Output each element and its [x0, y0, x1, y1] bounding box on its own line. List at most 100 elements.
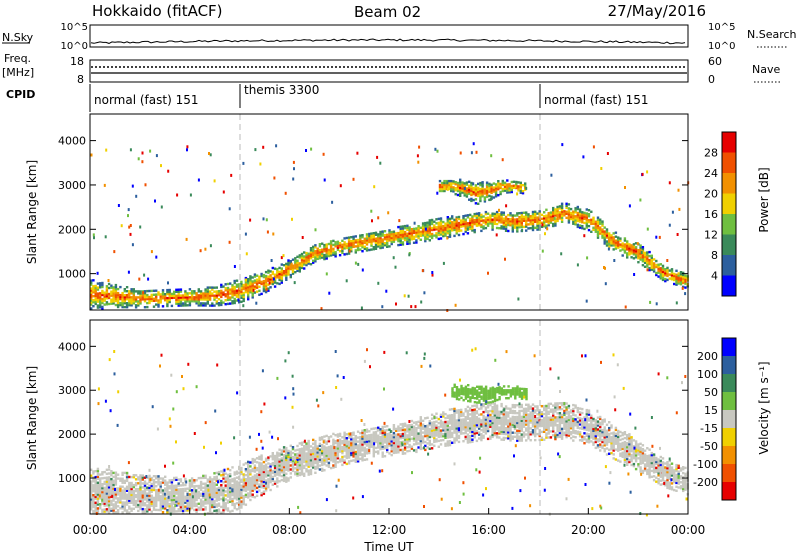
heatmap-cell [215, 286, 218, 289]
heatmap-cell [170, 500, 174, 504]
heatmap-cell [469, 436, 472, 440]
heatmap-cell [469, 407, 472, 410]
heatmap-cell [484, 416, 488, 419]
heatmap-cell [92, 509, 95, 513]
heatmap-cell [338, 432, 342, 436]
heatmap-cell [280, 451, 283, 454]
heatmap-cell [222, 495, 225, 498]
heatmap-cell [354, 436, 357, 440]
heatmap-cell [529, 227, 532, 230]
heatmap-cell [204, 292, 207, 295]
heatmap-cell [186, 503, 189, 506]
heatmap-cell [601, 224, 604, 227]
heatmap-cell [298, 262, 301, 265]
heatmap-cell [157, 491, 160, 494]
heatmap-cell [129, 232, 132, 236]
heatmap-cell [435, 428, 438, 431]
heatmap-cell [343, 443, 346, 446]
heatmap-cell [242, 161, 245, 165]
heatmap-cell [224, 472, 227, 475]
heatmap-cell [336, 449, 340, 452]
heatmap-cell [415, 440, 418, 444]
heatmap-cell [455, 429, 458, 432]
heatmap-cell [289, 454, 292, 457]
heatmap-cell [475, 216, 479, 219]
heatmap-cell [370, 427, 373, 431]
heatmap-cell [567, 219, 571, 222]
heatmap-cell [460, 418, 463, 421]
heatmap-cell [581, 211, 584, 214]
heatmap-cell [141, 151, 144, 155]
heatmap-cell [623, 247, 627, 250]
heatmap-cell [558, 213, 562, 216]
heatmap-cell [408, 236, 411, 239]
heatmap-cell [497, 182, 500, 185]
heatmap-cell [567, 221, 571, 224]
heatmap-cell [655, 235, 658, 239]
heatmap-cell [332, 460, 335, 463]
heatmap-cell [159, 491, 162, 494]
heatmap-cell [572, 218, 575, 221]
heatmap-cell [632, 245, 636, 248]
heatmap-cell [105, 502, 109, 505]
heatmap-cell [480, 219, 483, 223]
heatmap-cell [231, 497, 234, 501]
heatmap-cell [253, 464, 257, 467]
heatmap-cell [260, 486, 263, 489]
heatmap-cell [392, 441, 396, 445]
heatmap-cell [410, 431, 414, 435]
heatmap-cell [128, 300, 131, 303]
heatmap-cell [94, 294, 97, 298]
heatmap-cell [472, 186, 475, 190]
heatmap-cell [130, 485, 133, 489]
heatmap-cell [170, 490, 174, 494]
heatmap-cell [379, 432, 382, 435]
heatmap-cell [130, 487, 133, 491]
heatmap-cell [251, 294, 254, 297]
heatmap-cell [639, 248, 642, 251]
heatmap-cell [379, 238, 382, 242]
heatmap-cell [107, 509, 111, 513]
heatmap-cell [251, 284, 254, 287]
heatmap-cell [197, 298, 200, 301]
heatmap-cell [204, 290, 207, 293]
heatmap-cell [318, 251, 322, 254]
heatmap-cell [318, 444, 322, 447]
heatmap-cell [478, 437, 481, 440]
heatmap-cell [426, 434, 429, 437]
heatmap-cell [390, 234, 393, 238]
heatmap-cell [681, 286, 684, 290]
heatmap-cell [217, 292, 221, 295]
heatmap-cell [240, 506, 243, 509]
heatmap-cell [641, 264, 645, 267]
heatmap-cell [267, 458, 270, 461]
heatmap-cell [469, 227, 472, 231]
heatmap-cell [507, 435, 510, 438]
heatmap-cell [197, 490, 200, 494]
heatmap-cell [623, 249, 627, 252]
heatmap-cell [473, 222, 476, 226]
heatmap-cell [211, 294, 214, 297]
heatmap-cell [242, 287, 245, 291]
heatmap-cell [343, 447, 346, 450]
heatmap-cell [296, 448, 299, 452]
heatmap-cell [240, 478, 243, 481]
heatmap-cell [439, 413, 443, 416]
heatmap-cell [581, 221, 584, 224]
heatmap-cell [226, 302, 230, 306]
heatmap-cell [661, 276, 665, 280]
heatmap-cell [464, 224, 467, 227]
heatmap-cell [510, 188, 513, 192]
heatmap-cell [314, 459, 317, 463]
heatmap-cell [453, 409, 456, 413]
heatmap-cell [460, 414, 463, 418]
heatmap-cell [148, 508, 151, 511]
heatmap-cell [128, 497, 131, 500]
heatmap-cell [381, 427, 384, 431]
heatmap-cell [155, 504, 158, 508]
heatmap-cell [208, 484, 212, 487]
heatmap-cell [354, 450, 357, 454]
heatmap-cell [495, 408, 499, 411]
heatmap-cell [143, 486, 147, 489]
heatmap-cell [188, 497, 192, 500]
